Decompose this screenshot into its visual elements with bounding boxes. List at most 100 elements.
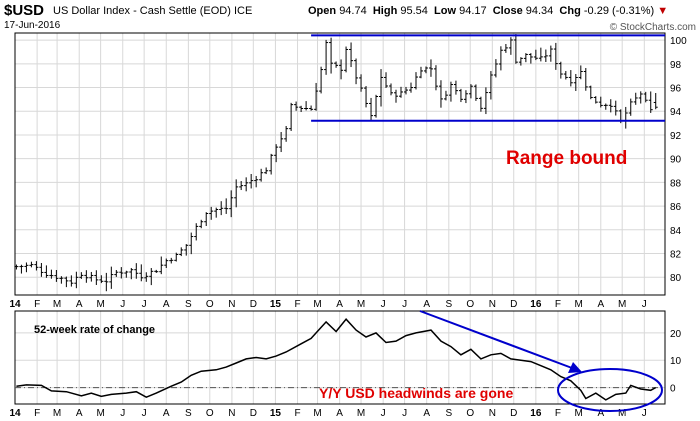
main-x-tick-label: M	[618, 299, 626, 310]
roc-x-tick-label: M	[313, 408, 321, 419]
main-x-tick-label: A	[76, 299, 83, 310]
main-y-tick-label: 94	[670, 107, 682, 118]
roc-x-tick-label: A	[76, 408, 83, 419]
roc-x-tick-label: D	[510, 408, 517, 419]
main-x-tick-label: N	[489, 299, 496, 310]
roc-x-tick-label: O	[206, 408, 214, 419]
chart-symbol: $USD	[4, 2, 45, 19]
roc-x-tick-label: 15	[270, 408, 282, 419]
down-arrow-icon: ▼	[657, 5, 669, 17]
main-x-tick-label: O	[206, 299, 214, 310]
main-x-tick-label: M	[53, 299, 61, 310]
roc-grid	[14, 311, 665, 404]
main-x-tick-label: F	[34, 299, 40, 310]
high-value: 95.54	[400, 5, 428, 17]
main-x-tick-label: 15	[270, 299, 282, 310]
main-y-tick-label: 90	[670, 155, 682, 166]
roc-y-tick-label: 0	[670, 384, 676, 395]
main-y-tick-label: 92	[670, 131, 682, 142]
price-quote: Open 94.74 High 95.54 Low 94.17 Close 94…	[308, 5, 668, 17]
chart-name: US Dollar Index - Cash Settle (EOD) ICE	[53, 5, 252, 17]
roc-x-tick-label: 16	[530, 408, 542, 419]
roc-x-tick-label: J	[402, 408, 407, 419]
roc-series-line	[16, 318, 657, 401]
roc-y-tick-label: 10	[670, 356, 682, 367]
roc-x-tick-label: M	[357, 408, 365, 419]
main-y-tick-label: 84	[670, 226, 682, 237]
roc-x-tick-label: S	[445, 408, 452, 419]
main-x-tick-label: O	[466, 299, 474, 310]
roc-y-tick-label: 20	[670, 329, 682, 340]
main-x-tick-label: A	[163, 299, 170, 310]
main-y-tick-label: 100	[670, 36, 687, 47]
roc-x-tick-label: M	[618, 408, 626, 419]
roc-x-tick-label: O	[466, 408, 474, 419]
range-lines	[311, 34, 665, 122]
main-x-tick-label: A	[336, 299, 343, 310]
roc-x-tick-label: N	[489, 408, 496, 419]
roc-x-tick-label: F	[34, 408, 40, 419]
main-x-tick-label: F	[555, 299, 561, 310]
main-x-tick-label: S	[445, 299, 452, 310]
main-x-tick-label: 16	[530, 299, 542, 310]
roc-x-tick-label: M	[96, 408, 104, 419]
main-y-tick-label: 96	[670, 84, 682, 95]
main-x-tick-label: 14	[9, 299, 21, 310]
main-x-axis: 14 F M A M J J A S O N D 15 F M A M J J A S O N D 16 F M A M J	[9, 299, 646, 310]
roc-panel-frame	[14, 310, 666, 405]
roc-x-tick-label: F	[294, 408, 300, 419]
main-x-tick-label: D	[510, 299, 517, 310]
main-y-tick-label: 86	[670, 202, 682, 213]
roc-x-tick-label: J	[120, 408, 125, 419]
main-x-tick-label: M	[357, 299, 365, 310]
roc-x-tick-label: J	[381, 408, 386, 419]
roc-x-tick-label: S	[185, 408, 192, 419]
roc-x-tick-label: J	[642, 408, 647, 419]
low-label: Low	[434, 5, 457, 17]
close-value: 94.34	[525, 5, 554, 17]
low-value: 94.17	[459, 5, 487, 17]
brand-credit: © StockCharts.com	[609, 22, 696, 33]
main-x-tick-label: F	[294, 299, 300, 310]
chg-value: -0.29 (-0.31%)	[583, 5, 655, 17]
chg-label: Chg	[559, 5, 581, 17]
main-panel-frame	[14, 32, 666, 296]
range-bound-annotation: Range bound	[506, 148, 627, 169]
ohlc-series	[14, 34, 658, 292]
main-x-tick-label: N	[228, 299, 235, 310]
roc-x-tick-label: D	[250, 408, 257, 419]
roc-x-tick-label: F	[555, 408, 561, 419]
main-x-tick-label: J	[120, 299, 125, 310]
highlight-ellipse	[557, 368, 663, 412]
chart-date: 17-Jun-2016	[4, 20, 61, 31]
main-x-tick-label: J	[402, 299, 407, 310]
main-x-tick-label: D	[250, 299, 257, 310]
roc-x-axis: 14 F M A M J J A S O N D 15 F M A M J J A S O N D 16 F M A M J	[9, 408, 646, 419]
main-x-tick-label: S	[185, 299, 192, 310]
roc-x-tick-label: A	[423, 408, 430, 419]
main-x-tick-label: M	[313, 299, 321, 310]
close-label: Close	[492, 5, 523, 17]
roc-x-tick-label: M	[574, 408, 582, 419]
main-x-tick-label: M	[96, 299, 104, 310]
trend-arrowhead-icon	[568, 362, 582, 373]
main-y-axis: 80 82 84 86 88 90 92 94 96 98 100	[670, 36, 687, 284]
roc-x-tick-label: A	[336, 408, 343, 419]
main-x-tick-label: M	[574, 299, 582, 310]
main-y-tick-label: 82	[670, 250, 682, 261]
main-y-tick-label: 88	[670, 178, 682, 189]
main-x-tick-label: A	[597, 299, 604, 310]
main-x-tick-label: J	[381, 299, 386, 310]
roc-x-tick-label: J	[142, 408, 147, 419]
trend-arrow	[419, 310, 573, 369]
exchange-label: ICE	[233, 5, 253, 17]
main-x-tick-label: A	[423, 299, 430, 310]
main-y-tick-label: 98	[670, 60, 682, 71]
instrument-name: US Dollar Index - Cash Settle (EOD)	[53, 5, 231, 17]
roc-x-tick-label: M	[53, 408, 61, 419]
roc-x-tick-label: A	[597, 408, 604, 419]
roc-x-tick-label: 14	[9, 408, 21, 419]
open-value: 94.74	[339, 5, 367, 17]
roc-x-tick-label: N	[228, 408, 235, 419]
